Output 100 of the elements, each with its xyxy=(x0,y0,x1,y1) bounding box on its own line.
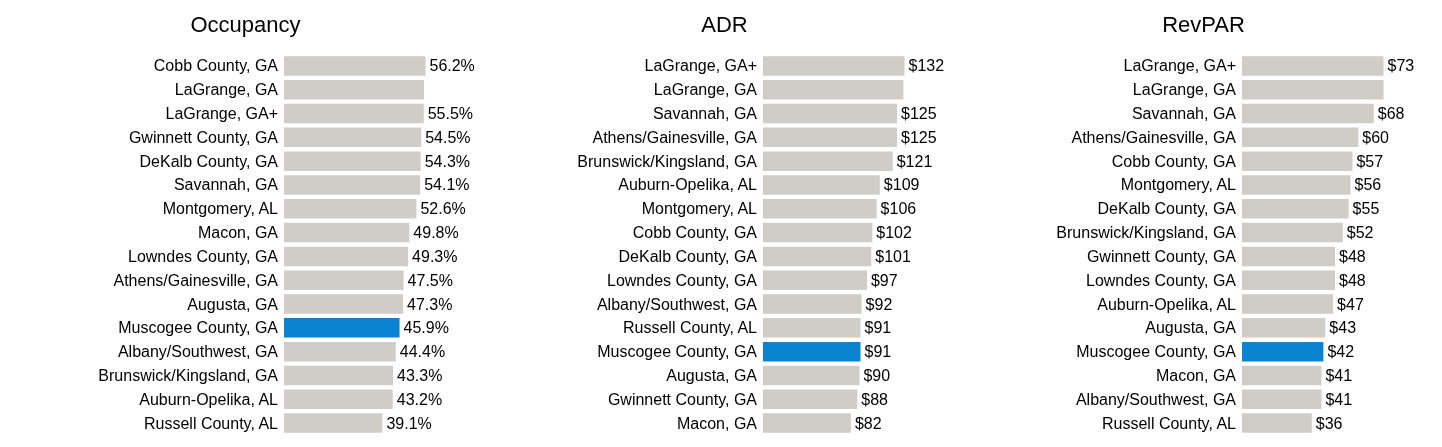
y-tick-label: DeKalb County, GA xyxy=(139,152,279,170)
data-label: $132 xyxy=(908,57,945,75)
data-label: $57 xyxy=(1356,152,1384,170)
data-label: $47 xyxy=(1337,295,1364,313)
y-tick-label: Brunswick/Kingsland, GA xyxy=(1056,224,1237,242)
data-label: $82 xyxy=(854,414,882,432)
bar xyxy=(1242,270,1336,290)
data-label: 54.5% xyxy=(425,128,471,146)
bar xyxy=(1242,294,1334,314)
data-label: $92 xyxy=(865,295,893,313)
bar xyxy=(763,246,872,267)
bar xyxy=(1242,413,1312,433)
data-label: $121 xyxy=(896,152,933,170)
y-tick-label: Brunswick/Kingsland, GA xyxy=(98,366,279,384)
y-tick-label: Augusta, GA xyxy=(187,295,279,313)
bar xyxy=(284,318,400,338)
bar xyxy=(284,365,394,386)
bar xyxy=(1242,365,1322,386)
y-tick-label: Athens/Gainesville, GA xyxy=(1071,128,1237,146)
y-tick-label: Muscogee County, GA xyxy=(597,343,758,361)
data-label: $41 xyxy=(1325,390,1353,408)
y-tick-label: Auburn-Opelika, AL xyxy=(1097,295,1237,313)
y-tick-label: Athens/Gainesville, GA xyxy=(592,128,758,146)
bar xyxy=(284,389,393,410)
y-tick-label: Macon, GA xyxy=(1155,366,1237,384)
data-label: 49.8% xyxy=(413,224,459,242)
bar xyxy=(1242,127,1359,148)
data-label: 52.6% xyxy=(420,200,466,218)
data-label: $41 xyxy=(1325,366,1353,384)
y-tick-label: Athens/Gainesville, GA xyxy=(113,271,279,289)
data-label: $90 xyxy=(863,366,891,384)
data-label: 55.5% xyxy=(427,105,474,123)
y-tick-label: Auburn-Opelika, AL xyxy=(618,176,758,194)
data-label: $73 xyxy=(1387,57,1415,75)
y-tick-label: Gwinnett County, GA xyxy=(607,390,758,408)
bar xyxy=(763,79,904,100)
data-label: $102 xyxy=(876,224,913,242)
bar xyxy=(763,413,851,433)
bar xyxy=(284,151,421,171)
data-label: $68 xyxy=(1377,105,1405,123)
bar xyxy=(1242,56,1384,76)
data-label: $43 xyxy=(1329,319,1357,337)
y-tick-label: LaGrange, GA xyxy=(1132,81,1237,99)
y-tick-label: Auburn-Opelika, AL xyxy=(139,390,279,408)
y-tick-label: Cobb County, GA xyxy=(153,57,279,75)
y-tick-label: Muscogee County, GA xyxy=(118,319,279,337)
y-tick-label: DeKalb County, GA xyxy=(618,247,758,265)
bar xyxy=(763,199,877,219)
y-tick-label: Montgomery, AL xyxy=(641,200,758,218)
y-tick-label: Macon, GA xyxy=(676,414,758,432)
bar xyxy=(284,103,424,124)
data-label: $56 xyxy=(1354,176,1382,194)
bar xyxy=(284,294,404,314)
bar xyxy=(763,56,905,76)
bar xyxy=(284,341,396,362)
bar xyxy=(1242,341,1324,362)
bar xyxy=(284,246,409,267)
y-tick-label: Muscogee County, GA xyxy=(1076,343,1237,361)
data-label: $36 xyxy=(1315,414,1343,432)
bar xyxy=(284,56,426,76)
y-tick-label: Montgomery, AL xyxy=(162,200,279,218)
bar xyxy=(1242,151,1353,171)
data-label: $109 xyxy=(883,176,920,194)
bar xyxy=(763,318,861,338)
bar xyxy=(763,127,897,148)
bar xyxy=(284,127,422,148)
bar xyxy=(763,389,858,410)
bar xyxy=(284,222,410,243)
data-label: 39.1% xyxy=(386,414,432,432)
bar xyxy=(763,151,893,171)
data-label: 54.3% xyxy=(424,152,471,170)
data-label: $48 xyxy=(1339,271,1366,289)
data-label: 49.3% xyxy=(412,247,458,265)
data-label: 54.1% xyxy=(424,176,470,194)
bar xyxy=(1242,318,1326,338)
y-tick-label: LaGrange, GA+ xyxy=(1123,57,1236,75)
y-tick-label: Savannah, GA xyxy=(173,176,279,194)
bar xyxy=(763,222,873,243)
bar xyxy=(1242,389,1322,410)
data-label: $48 xyxy=(1339,247,1366,265)
bar xyxy=(763,365,860,386)
bar xyxy=(1242,175,1351,195)
data-label: 56.2% xyxy=(429,57,475,75)
chart-title: Occupancy xyxy=(190,11,301,37)
bar xyxy=(1242,103,1374,124)
y-tick-label: Montgomery, AL xyxy=(1120,176,1237,194)
bar xyxy=(284,199,417,219)
y-tick-label: Russell County, AL xyxy=(1102,414,1237,432)
data-label: $88 xyxy=(861,390,889,408)
data-label: $91 xyxy=(864,319,892,337)
y-tick-label: Cobb County, GA xyxy=(1111,152,1237,170)
chart-title: ADR xyxy=(701,11,748,37)
data-label: 43.3% xyxy=(397,366,443,384)
data-label: $60 xyxy=(1362,128,1390,146)
bar xyxy=(1242,79,1384,100)
y-tick-label: Albany/Southwest, GA xyxy=(1075,390,1237,408)
bar xyxy=(284,270,404,290)
data-label: $125 xyxy=(900,128,937,146)
bar xyxy=(1242,199,1349,219)
y-tick-label: Lowndes County, GA xyxy=(127,247,279,265)
